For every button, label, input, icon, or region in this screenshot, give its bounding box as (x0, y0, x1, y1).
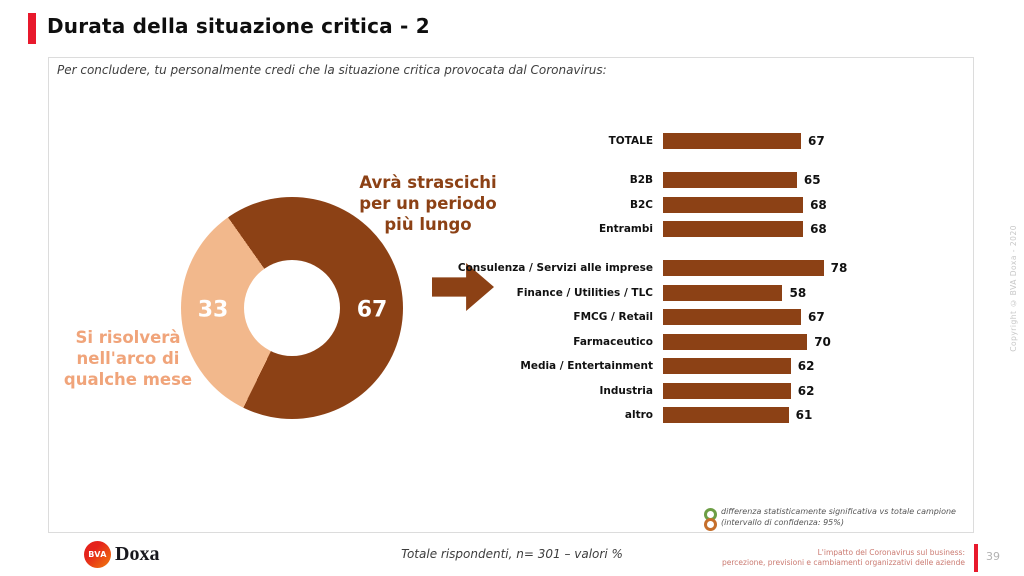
bar-value: 58 (789, 285, 807, 300)
bar-fill (663, 196, 804, 213)
bar-fill (663, 407, 789, 423)
bar-track: 62 (663, 358, 968, 374)
bar-category-label: Farmaceutico (573, 335, 653, 348)
bar-group: B2B 65 B2C 68 Entrambi 68 (428, 172, 968, 237)
bar-track: 61 (663, 407, 968, 423)
bar-row: altro 61 (428, 407, 968, 423)
bar-fill (663, 333, 808, 350)
bar-track: 65 (663, 172, 968, 188)
donut-chart: 33 67 (181, 197, 403, 419)
bar-track: 68 (663, 221, 968, 237)
bar-group: TOTALE 67 (428, 133, 968, 149)
bar-category-label: Consulenza / Servizi alle imprese (457, 262, 653, 274)
bar-fill (663, 172, 797, 188)
bar-track: 67 (663, 309, 968, 325)
bar-fill (663, 382, 791, 399)
bar-value: 68 (810, 222, 827, 236)
bar-row: FMCG / Retail 67 (428, 309, 968, 325)
bar-track: 70 (663, 333, 968, 350)
content-box (48, 57, 974, 533)
bar-category-label: Finance / Utilities / TLC (516, 286, 653, 299)
copyright-vertical-text: Copyright © BVA Doxa - 2020 (1009, 225, 1018, 352)
bar-fill (663, 309, 802, 325)
bar-row: B2C 68 (428, 196, 968, 213)
bar-value: 62 (797, 383, 815, 398)
bar-row: TOTALE 67 (428, 133, 968, 149)
bar-category-label: B2B (629, 174, 653, 186)
page-title: Durata della situazione critica - 2 (47, 14, 430, 38)
doxa-wordmark: Doxa (115, 543, 160, 565)
bar-row: Farmaceutico 70 (428, 333, 968, 350)
bar-category-label: Entrambi (599, 223, 653, 235)
bar-value: 65 (803, 173, 821, 187)
bar-row: Entrambi 68 (428, 221, 968, 237)
orange-ring-icon (704, 518, 717, 531)
bar-track: 62 (663, 382, 968, 399)
respondents-note: Totale rispondenti, n= 301 – valori % (401, 547, 623, 561)
bar-row: Industria 62 (428, 382, 968, 399)
bar-fill (663, 284, 783, 301)
bar-row: Finance / Utilities / TLC 58 (428, 284, 968, 301)
bar-track: 58 (663, 284, 968, 301)
bar-value: 78 (830, 261, 848, 275)
bar-fill (663, 133, 802, 149)
bar-value: 67 (808, 134, 825, 148)
donut-caption-long: Avrà strascichi per un periodo più lungo (359, 173, 497, 234)
bar-track: 67 (663, 133, 968, 149)
bar-group: Consulenza / Servizi alle imprese 78 Finan… (428, 260, 968, 423)
bar-value: 67 (808, 310, 825, 324)
donut-caption-short: Si risolverà nell'arco di qualche mese (63, 328, 193, 389)
deck-title: L'impatto del Coronavirus sul business: … (722, 548, 965, 567)
bar-category-label: TOTALE (608, 135, 653, 147)
bar-value: 70 (814, 334, 831, 349)
page-number: 39 (986, 550, 1000, 563)
significance-icon (704, 508, 717, 531)
bar-fill (663, 358, 791, 374)
bar-fill (663, 260, 824, 276)
bva-doxa-logo: BVA Doxa (84, 541, 159, 568)
bar-category-label: FMCG / Retail (573, 311, 653, 323)
bar-category-label: altro (624, 409, 653, 421)
footnote-text: differenza statisticamente significativa… (721, 507, 956, 527)
bar-value: 62 (797, 359, 815, 373)
bar-category-label: Media / Entertainment (520, 360, 653, 372)
bar-chart: TOTALE 67 B2B 65 B2C 68 Entrambi 68 Consulenza /… (428, 133, 968, 432)
bar-value: 68 (810, 197, 827, 212)
donut-value-long: 67 (356, 297, 388, 323)
question-text: Per concludere, tu personalmente credi c… (57, 63, 607, 77)
bar-track: 68 (663, 196, 968, 213)
page-number-accent-bar (974, 544, 978, 572)
donut-value-short: 33 (197, 297, 229, 323)
bar-row: Media / Entertainment 62 (428, 358, 968, 374)
bar-row: B2B 65 (428, 172, 968, 188)
title-accent-bar (28, 13, 36, 44)
bar-value: 61 (795, 408, 813, 422)
bar-fill (663, 221, 804, 237)
donut-hole (244, 260, 340, 356)
bar-track: 78 (663, 260, 968, 276)
bar-row: Consulenza / Servizi alle imprese 78 (428, 260, 968, 276)
significance-footnote: differenza statisticamente significativa… (704, 506, 971, 531)
bar-category-label: Industria (599, 384, 653, 397)
bva-logo-circle: BVA (84, 541, 111, 568)
bar-category-label: B2C (629, 198, 653, 211)
